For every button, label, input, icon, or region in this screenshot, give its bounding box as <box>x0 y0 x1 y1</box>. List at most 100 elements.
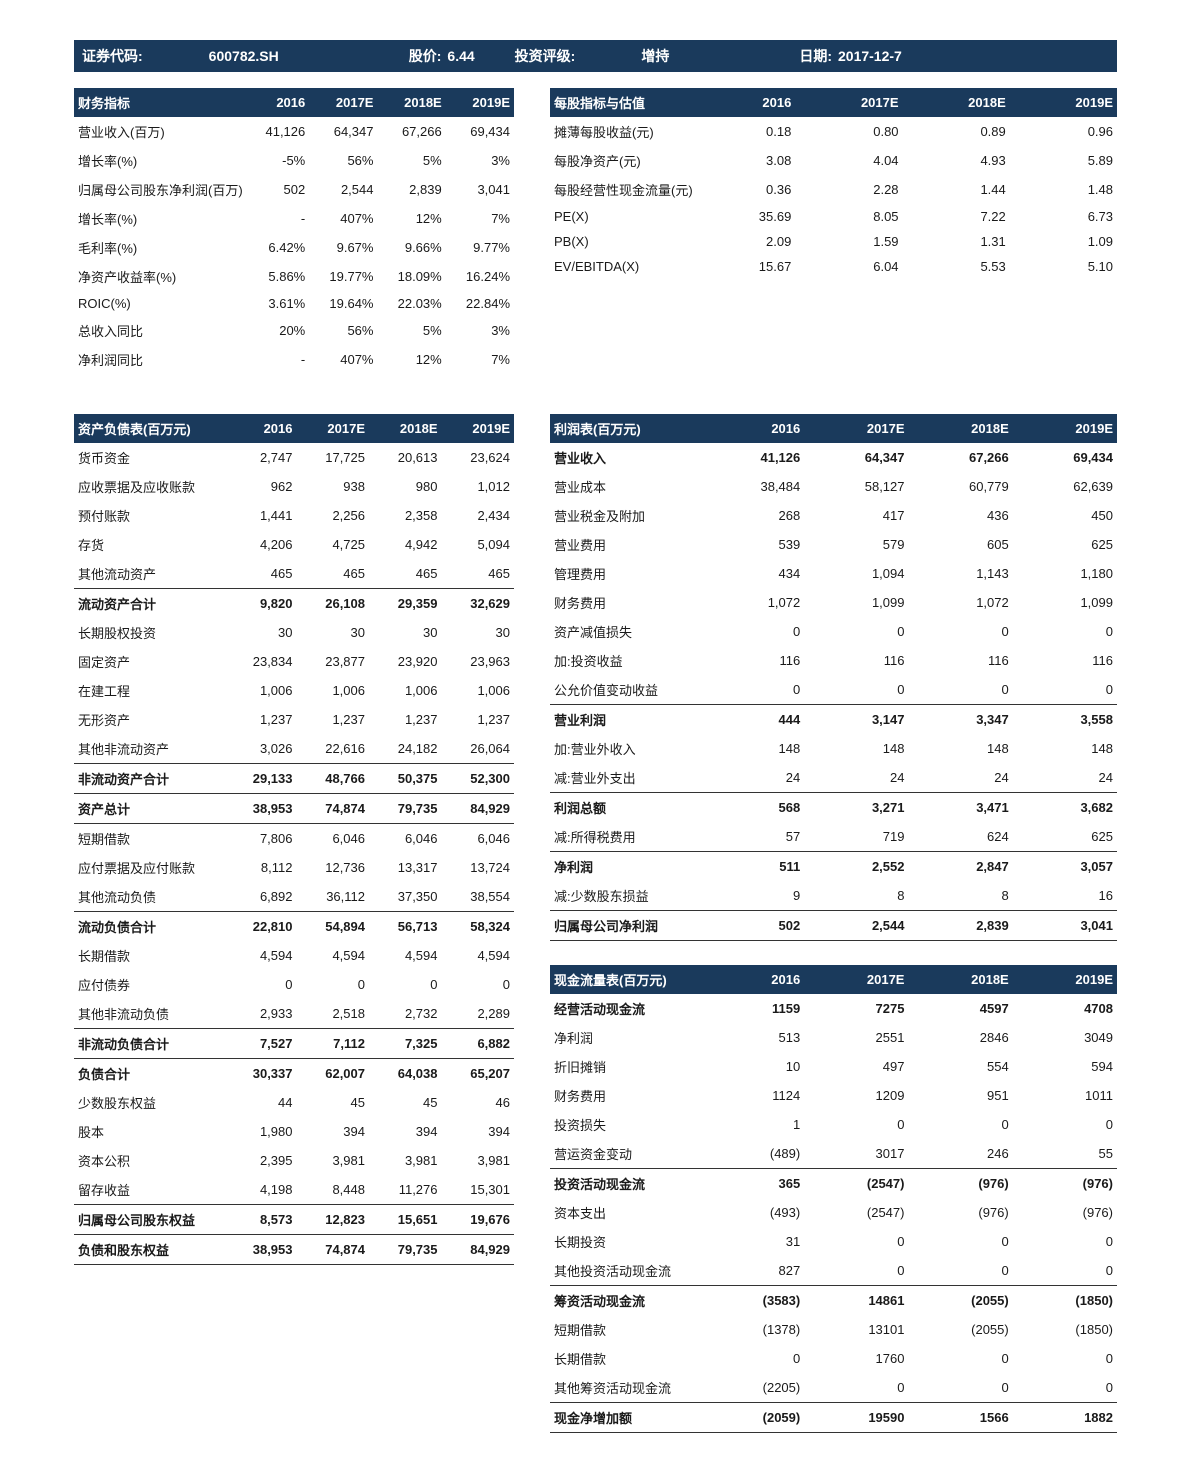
price-value: 6.44 <box>447 48 474 64</box>
cell-value: 13,724 <box>442 853 515 882</box>
table-row: 在建工程1,0061,0061,0061,006 <box>74 676 514 705</box>
row-label: 其他流动负债 <box>74 882 224 912</box>
cell-value: 0 <box>908 1227 1012 1256</box>
table-row: 每股净资产(元)3.084.044.935.89 <box>550 146 1117 175</box>
year-col: 2016 <box>700 965 804 994</box>
table-row: ROIC(%)3.61%19.64%22.03%22.84% <box>74 291 514 316</box>
row-label: 存货 <box>74 530 224 559</box>
cash-flow-table: 现金流量表(百万元) 2016 2017E 2018E 2019E 经营活动现金… <box>550 965 1117 1433</box>
row-label: 投资损失 <box>550 1110 700 1139</box>
cell-value: 12% <box>377 345 445 374</box>
cell-value: 0 <box>700 1344 804 1373</box>
cell-value: 23,963 <box>442 647 515 676</box>
cell-value: 1,006 <box>297 676 370 705</box>
cell-value: (2547) <box>804 1198 908 1227</box>
cell-value: 2,933 <box>224 999 297 1029</box>
cell-value: 450 <box>1013 501 1117 530</box>
cell-value: 465 <box>369 559 442 589</box>
table-row: 投资损失1000 <box>550 1110 1117 1139</box>
cell-value: 55 <box>1013 1139 1117 1169</box>
table-row: 营业成本38,48458,12760,77962,639 <box>550 472 1117 501</box>
row-label: 留存收益 <box>74 1175 224 1205</box>
cell-value: 0 <box>804 1227 908 1256</box>
cell-value: 2,544 <box>309 175 377 204</box>
cell-value: 8 <box>909 881 1013 911</box>
cell-value: 19,676 <box>442 1205 515 1235</box>
row-label: 负债和股东权益 <box>74 1235 224 1265</box>
year-col: 2016 <box>224 414 297 443</box>
cell-value: 79,735 <box>369 794 442 824</box>
row-label: 其他流动资产 <box>74 559 224 589</box>
cell-value: 4,594 <box>442 941 515 970</box>
cell-value: 7275 <box>804 994 908 1023</box>
cell-value: 58,324 <box>442 912 515 942</box>
cell-value: (2547) <box>804 1169 908 1199</box>
table-row: 净利润5112,5522,8473,057 <box>550 852 1117 882</box>
cell-value: 465 <box>297 559 370 589</box>
financial-indicators-table: 财务指标 2016 2017E 2018E 2019E 营业收入(百万)41,1… <box>74 88 514 374</box>
cell-value: 938 <box>297 472 370 501</box>
cell-value: 26,108 <box>297 589 370 619</box>
cell-value: 19.64% <box>309 291 377 316</box>
cell-value: 32,629 <box>442 589 515 619</box>
cell-value: 62,007 <box>297 1059 370 1089</box>
cell-value: 30 <box>224 618 297 647</box>
table-row: 留存收益4,1988,44811,27615,301 <box>74 1175 514 1205</box>
cell-value: 2,552 <box>804 852 908 882</box>
cell-value: 11,276 <box>369 1175 442 1205</box>
cell-value: 6,882 <box>442 1029 515 1059</box>
cell-value: 2,434 <box>442 501 515 530</box>
code-label: 证券代码: <box>82 46 143 66</box>
row-label: PB(X) <box>550 229 700 254</box>
table-row: PB(X)2.091.591.311.09 <box>550 229 1117 254</box>
cell-value: 0 <box>908 1256 1012 1286</box>
cell-value: 16.24% <box>446 262 514 291</box>
cell-value: 1.31 <box>903 229 1010 254</box>
year-col: 2016 <box>247 88 310 117</box>
cell-value: 407% <box>309 345 377 374</box>
row-label: 应付票据及应付账款 <box>74 853 224 882</box>
table-row: 资产减值损失0000 <box>550 617 1117 646</box>
cell-value: 7% <box>446 204 514 233</box>
row-label: 投资活动现金流 <box>550 1169 700 1199</box>
table-row: 财务费用1,0721,0991,0721,099 <box>550 588 1117 617</box>
cell-value: 38,554 <box>442 882 515 912</box>
cell-value: 0 <box>908 1344 1012 1373</box>
row-label: 利润总额 <box>550 793 700 823</box>
cell-value: 36,112 <box>297 882 370 912</box>
cell-value: 116 <box>700 646 804 675</box>
row-label: 加:投资收益 <box>550 646 700 675</box>
table-row: 长期股权投资30303030 <box>74 618 514 647</box>
row-label: 折旧摊销 <box>550 1052 700 1081</box>
cell-value: 69,434 <box>1013 443 1117 472</box>
cell-value: 6,046 <box>442 824 515 854</box>
cell-value: 14861 <box>804 1286 908 1316</box>
row-label: 归属母公司股东权益 <box>74 1205 224 1235</box>
cell-value: 394 <box>369 1117 442 1146</box>
cell-value: 0.18 <box>700 117 795 146</box>
row-label: 资本公积 <box>74 1146 224 1175</box>
row-label: EV/EBITDA(X) <box>550 254 700 279</box>
table-row: 短期借款7,8066,0466,0466,046 <box>74 824 514 854</box>
year-col: 2018E <box>908 965 1012 994</box>
cell-value: 1,012 <box>442 472 515 501</box>
cell-value: 20,613 <box>369 443 442 472</box>
year-col: 2019E <box>1013 414 1117 443</box>
cell-value: 1,099 <box>1013 588 1117 617</box>
table-row: 财务费用112412099511011 <box>550 1081 1117 1110</box>
cell-value: 23,920 <box>369 647 442 676</box>
cell-value: 4,594 <box>224 941 297 970</box>
cell-value: 0 <box>369 970 442 999</box>
cell-value: 30 <box>297 618 370 647</box>
row-label: 少数股东权益 <box>74 1088 224 1117</box>
date-label: 日期: <box>799 46 832 66</box>
row-label: 应付债券 <box>74 970 224 999</box>
cell-value: 12,736 <box>297 853 370 882</box>
table-row: 加:投资收益116116116116 <box>550 646 1117 675</box>
cell-value: 9.77% <box>446 233 514 262</box>
cell-value: 41,126 <box>700 443 804 472</box>
cell-value: 38,953 <box>224 794 297 824</box>
page-root: 证券代码: 600782.SH 股价: 6.44 投资评级: 增持 日期: 20… <box>0 0 1191 1473</box>
table-row: 减:所得税费用57719624625 <box>550 822 1117 852</box>
cell-value: 0 <box>909 617 1013 646</box>
